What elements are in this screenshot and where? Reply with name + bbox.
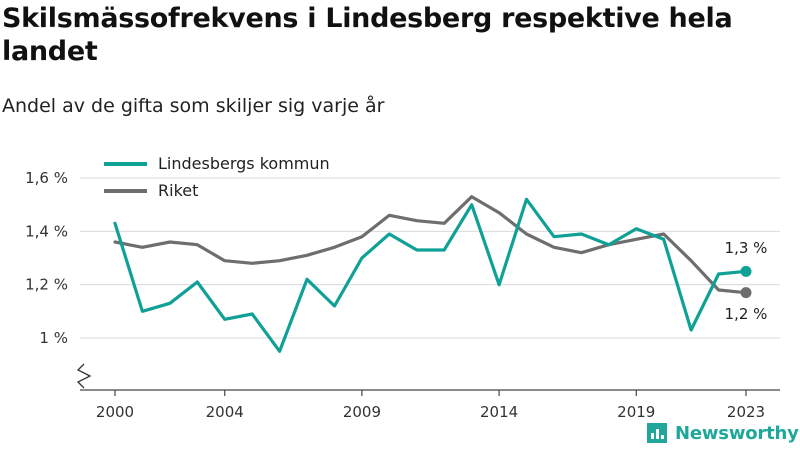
- chart-title: Skilsmässofrekvens i Lindesberg respekti…: [2, 3, 733, 67]
- legend: Lindesbergs kommun Riket: [104, 154, 330, 200]
- x-tick-label: 2019: [617, 403, 655, 421]
- end-label-riket: 1,2 %: [725, 305, 768, 323]
- end-label-lindesberg: 1,3 %: [725, 239, 768, 257]
- axis-break-icon: [76, 363, 92, 389]
- grid-lines: [80, 177, 780, 339]
- x-tick-label: 2000: [96, 403, 134, 421]
- y-axis-ticks: 1 % 1,2 % 1,4 % 1,6 %: [25, 169, 68, 347]
- y-tick-label: 1,2 %: [25, 276, 68, 294]
- x-tick-label: 2009: [343, 403, 381, 421]
- y-tick-label: 1 %: [39, 329, 68, 347]
- chart-subtitle: Andel av de gifta som skiljer sig varje …: [2, 95, 385, 117]
- y-tick-label: 1,4 %: [25, 222, 68, 240]
- x-tick-label: 2023: [727, 403, 765, 421]
- y-tick-label: 1,6 %: [25, 169, 68, 187]
- end-point-riket: [740, 287, 752, 299]
- series-line-lindesberg: [113, 197, 748, 353]
- legend-label: Lindesbergs kommun: [158, 154, 330, 173]
- x-tick-label: 2004: [206, 403, 244, 421]
- brand-chart-icon: [647, 423, 667, 443]
- end-point-lindesberg: [740, 265, 752, 277]
- series-lines: [113, 195, 752, 353]
- x-axis: 2000 2004 2009 2014 2019 2023: [76, 363, 780, 421]
- newsworthy-logo: Newsworthy: [645, 420, 799, 446]
- end-labels: 1,3 % 1,2 %: [725, 239, 768, 323]
- brand-name: Newsworthy: [675, 422, 799, 444]
- series-line-riket: [113, 195, 748, 295]
- x-tick-label: 2014: [480, 403, 518, 421]
- legend-label: Riket: [158, 181, 198, 200]
